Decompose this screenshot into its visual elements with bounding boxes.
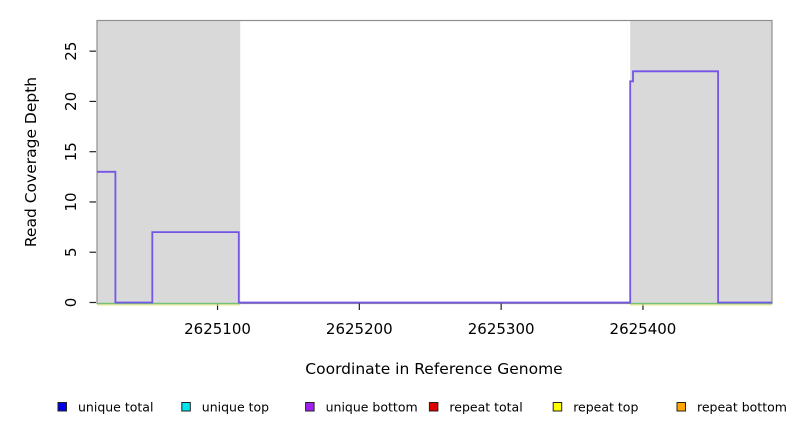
legend-label: unique bottom — [326, 400, 418, 415]
x-tick-label: 2625400 — [610, 320, 677, 338]
plot-box-layer — [96, 19, 773, 305]
legend-item-unique-top: unique top — [181, 400, 269, 415]
plot-border — [96, 19, 773, 305]
legend-label: unique total — [78, 400, 153, 415]
gene-baseline-layer — [97, 302, 772, 306]
x-axis-title: Coordinate in Reference Genome — [305, 360, 562, 378]
legend: unique total unique top unique bottom repea… — [57, 400, 787, 415]
y-tick-label: 25 — [62, 42, 80, 61]
legend-swatch — [57, 402, 67, 412]
legend-item-unique-total: unique total — [57, 400, 153, 415]
legend-swatch — [428, 402, 439, 412]
legend-swatch — [552, 402, 563, 412]
axis-ticks-layer: 2625100 2625200 2625300 2625400 0 5 10 15 20 25 — [62, 42, 676, 338]
y-tick-label: 10 — [62, 192, 80, 211]
legend-item-unique-bottom: unique bottom — [305, 400, 418, 415]
legend-item-repeat-top: repeat top — [552, 400, 638, 415]
x-tick-label: 2625200 — [326, 320, 393, 338]
y-tick-label: 0 — [62, 298, 80, 308]
y-tick-label: 20 — [62, 92, 80, 111]
y-tick-label: 15 — [62, 142, 80, 161]
legend-label: repeat total — [449, 400, 522, 415]
x-tick-label: 2625100 — [184, 320, 251, 338]
series-line-unique-bottom — [97, 70, 772, 304]
x-tick-label: 2625300 — [468, 320, 535, 338]
gene-region — [630, 21, 772, 304]
legend-item-repeat-total: repeat total — [428, 400, 523, 415]
series-layer — [97, 70, 772, 304]
legend-label: unique top — [202, 400, 269, 415]
y-tick-label: 5 — [62, 247, 80, 257]
legend-swatch — [305, 402, 315, 412]
y-axis-title: Read Coverage Depth — [22, 77, 40, 247]
legend-swatch — [181, 402, 191, 412]
legend-swatch — [676, 402, 686, 412]
gene-region — [97, 21, 241, 304]
legend-label: repeat bottom — [697, 400, 787, 415]
legend-item-repeat-bottom: repeat bottom — [676, 400, 787, 415]
legend-label: repeat top — [573, 400, 638, 415]
gene-regions-layer — [97, 21, 772, 304]
